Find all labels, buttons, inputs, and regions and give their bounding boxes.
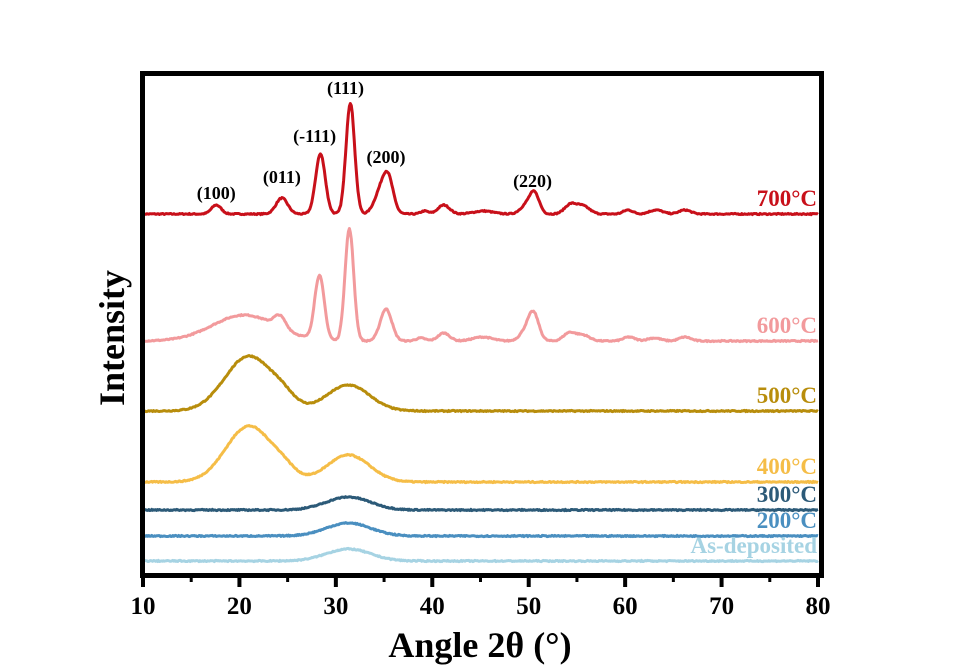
series-line-300c (142, 495, 819, 513)
series-line-500c (141, 354, 819, 414)
x-tick-label: 60 (613, 593, 638, 620)
series-label: 600°C (757, 313, 817, 338)
series-line-400c (142, 424, 819, 485)
peak-annotation: (220) (513, 171, 552, 192)
x-tick-label: 40 (420, 593, 445, 620)
series-label: 200°C (757, 508, 817, 533)
series-label: 300°C (757, 482, 817, 507)
series-line-200c (142, 521, 819, 539)
series-label: 700°C (757, 186, 817, 211)
peak-annotation: (-111) (293, 126, 336, 147)
series-layer (141, 102, 819, 564)
x-tick-label: 30 (323, 593, 348, 620)
series-label: As-deposited (690, 533, 817, 558)
x-axis-title: Angle 2θ (°) (388, 625, 571, 665)
series-line-asdeposited (142, 546, 819, 564)
series-label: 500°C (757, 383, 817, 408)
x-tick-label: 80 (806, 593, 831, 620)
peak-annotation: (011) (263, 167, 301, 188)
x-tick-label: 10 (131, 593, 156, 620)
x-tick-label: 70 (709, 593, 734, 620)
series-line-700c (141, 102, 819, 217)
peak-annotation: (111) (327, 78, 364, 99)
peak-annotation: (200) (367, 147, 406, 168)
series-label-layer: 700°C 600°C 500°C 400°C 300°C200°CAs-deposit… (690, 186, 817, 558)
peak-annotation: (100) (197, 183, 236, 204)
peak-annotation-layer: (100) (011) (-111) (111) (200) (220) (197, 78, 552, 204)
x-tick-label: 20 (227, 593, 252, 620)
plot-frame (140, 71, 824, 578)
x-axis-ticks: 10 20 30 40 50 60 70 80 (131, 576, 831, 620)
x-tick-label: 50 (516, 593, 541, 620)
y-axis-title: Intensity (92, 270, 132, 406)
series-label: 400°C (757, 454, 817, 479)
series-line-600c (142, 227, 819, 344)
